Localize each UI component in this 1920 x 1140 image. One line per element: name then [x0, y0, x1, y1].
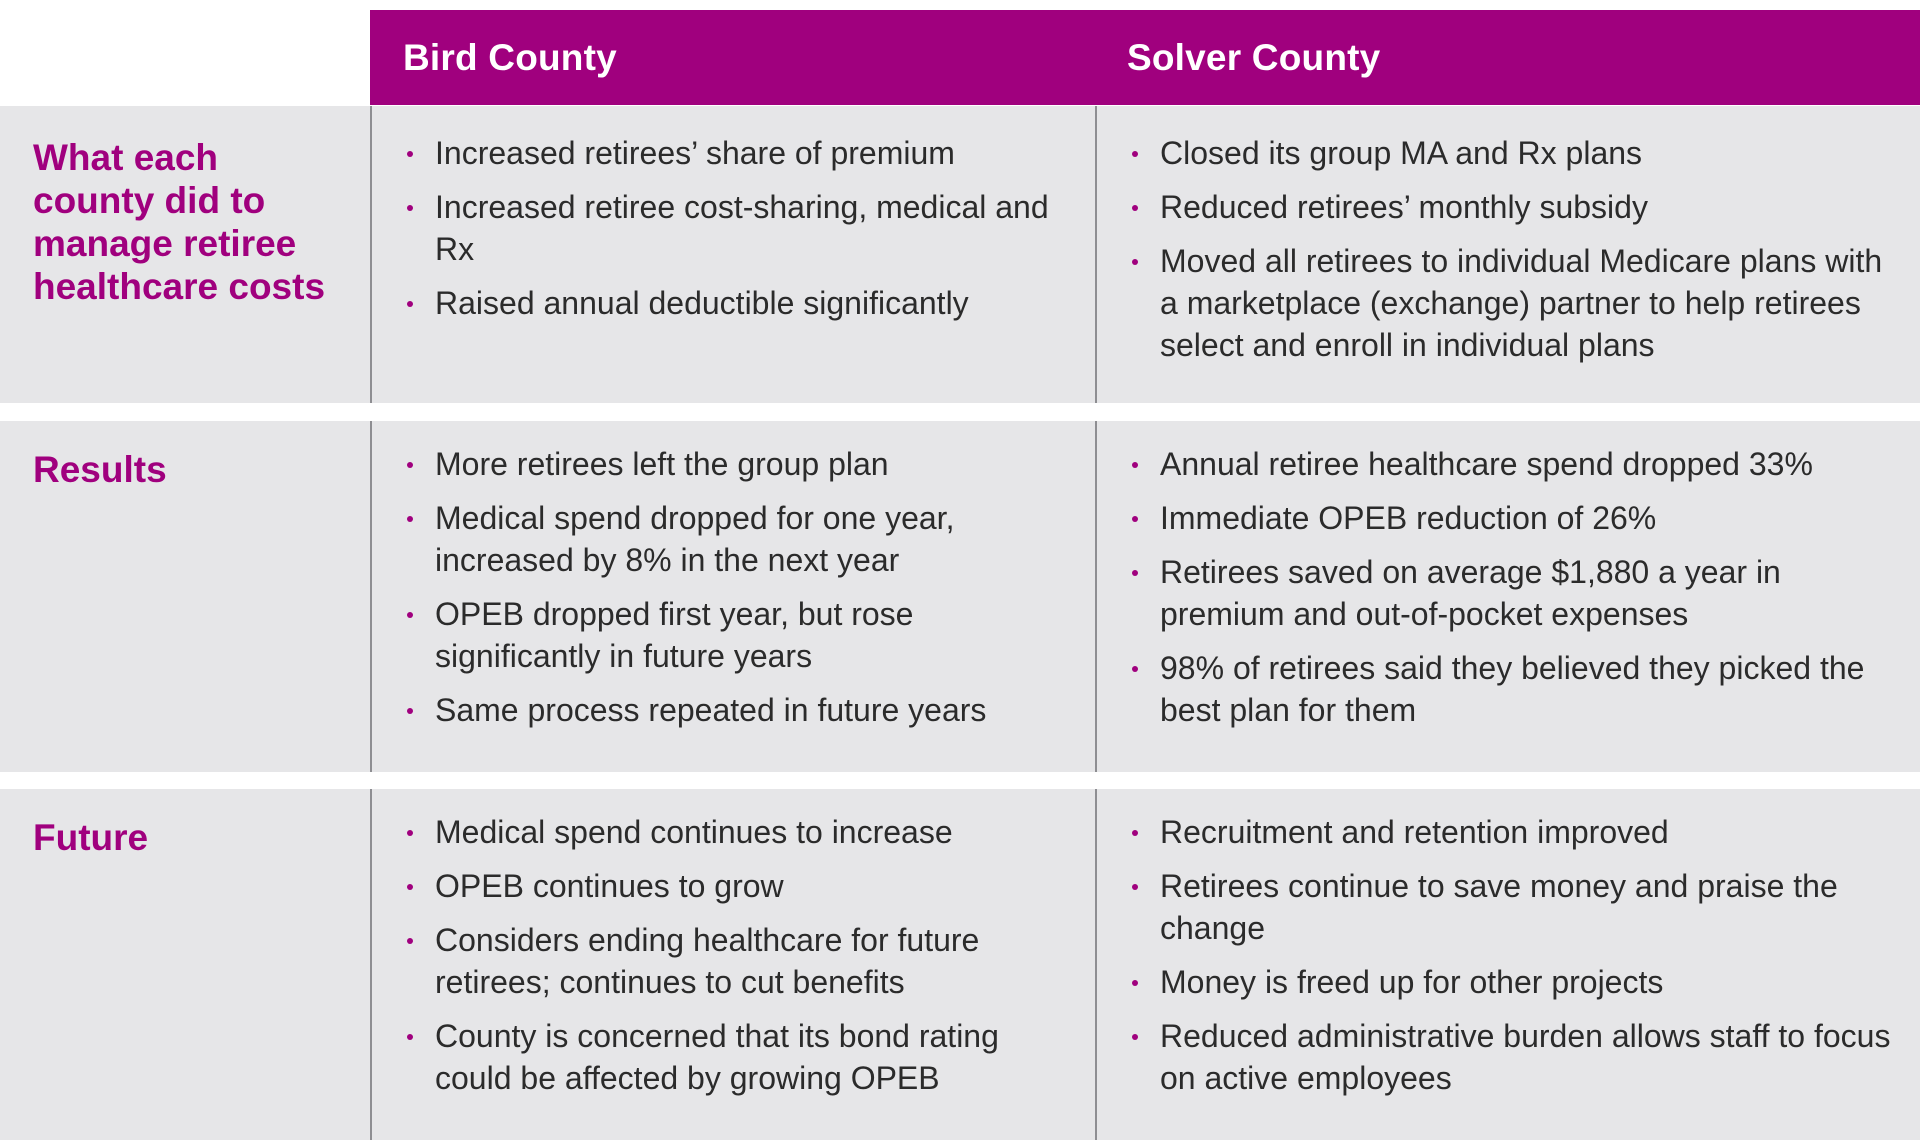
cell-bird-results: More retirees left the group plan Medica… [370, 421, 1096, 772]
list-item: Medical spend dropped for one year, incr… [403, 497, 1076, 581]
list-item: Retirees saved on average $1,880 a year … [1128, 551, 1902, 635]
list-item: Retirees continue to save money and prai… [1128, 865, 1902, 949]
list-item: Increased retirees’ share of premium [403, 132, 1076, 174]
header-solver-county: Solver County [1127, 36, 1381, 78]
list-item: Annual retiree healthcare spend dropped … [1128, 443, 1902, 485]
table-header: Bird County Solver County [370, 10, 1920, 105]
list-item: Immediate OPEB reduction of 26% [1128, 497, 1902, 539]
list-item: 98% of retirees said they believed they … [1128, 647, 1902, 731]
cell-bird-future: Medical spend continues to increase OPEB… [370, 789, 1096, 1140]
list-item: Medical spend continues to increase [403, 811, 1076, 853]
bird-actions-list: Increased retirees’ share of premium Inc… [403, 132, 1076, 336]
row-actions: What each county did to manage retiree h… [0, 106, 1920, 403]
list-item: Moved all retirees to individual Medicar… [1128, 240, 1902, 366]
cell-bird-actions: Increased retirees’ share of premium Inc… [370, 106, 1096, 403]
row-label-future: Future [33, 817, 149, 858]
solver-results-list: Annual retiree healthcare spend dropped … [1128, 443, 1902, 743]
row-label-actions: What each county did to manage retiree h… [33, 137, 326, 307]
cell-solver-results: Annual retiree healthcare spend dropped … [1095, 421, 1920, 772]
list-item: Recruitment and retention improved [1128, 811, 1902, 853]
list-item: Increased retiree cost-sharing, medical … [403, 186, 1076, 270]
cell-solver-future: Recruitment and retention improved Retir… [1095, 789, 1920, 1140]
bird-future-list: Medical spend continues to increase OPEB… [403, 811, 1076, 1111]
list-item: Money is freed up for other projects [1128, 961, 1902, 1003]
list-item: Reduced retirees’ monthly subsidy [1128, 186, 1902, 228]
list-item: Same process repeated in future years [403, 689, 1076, 731]
list-item: More retirees left the group plan [403, 443, 1076, 485]
list-item: Reduced administrative burden allows sta… [1128, 1015, 1902, 1099]
cell-solver-actions: Closed its group MA and Rx plans Reduced… [1095, 106, 1920, 403]
list-item: County is concerned that its bond rating… [403, 1015, 1076, 1099]
list-item: Closed its group MA and Rx plans [1128, 132, 1902, 174]
row-future: Future Medical spend continues to increa… [0, 789, 1920, 1140]
solver-future-list: Recruitment and retention improved Retir… [1128, 811, 1902, 1111]
list-item: OPEB dropped first year, but rose signif… [403, 593, 1076, 677]
row-label-results: Results [33, 449, 167, 490]
row-results: Results More retirees left the group pla… [0, 421, 1920, 772]
bird-results-list: More retirees left the group plan Medica… [403, 443, 1076, 743]
list-item: OPEB continues to grow [403, 865, 1076, 907]
header-bird-county: Bird County [403, 36, 617, 78]
list-item: Considers ending healthcare for future r… [403, 919, 1076, 1003]
solver-actions-list: Closed its group MA and Rx plans Reduced… [1128, 132, 1902, 378]
list-item: Raised annual deductible significantly [403, 282, 1076, 324]
